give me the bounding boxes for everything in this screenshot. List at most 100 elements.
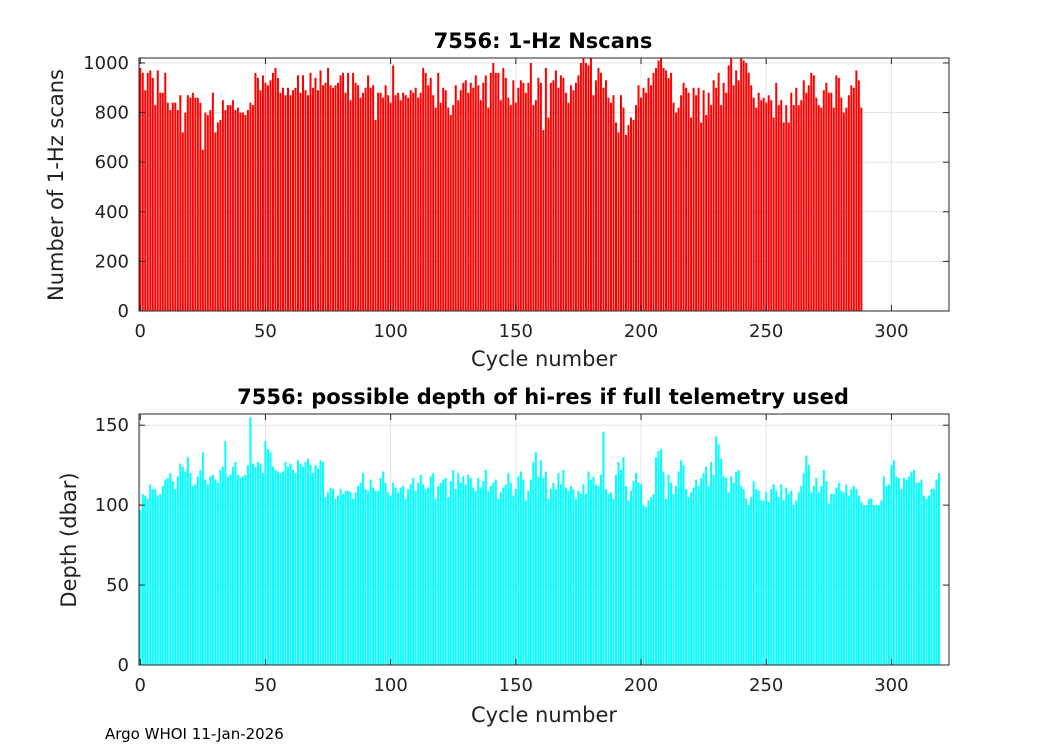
depth-bar <box>452 469 455 665</box>
depth-bar <box>787 493 790 665</box>
depth-bar <box>467 474 470 665</box>
nscans-bar <box>324 82 327 311</box>
depth-x-tick-label: 150 <box>499 675 533 696</box>
nscans-bar <box>722 82 725 311</box>
nscans-bar <box>542 129 545 311</box>
depth-chart-title: 7556: possible depth of hi-res if full t… <box>237 385 849 409</box>
nscans-bar <box>409 90 412 311</box>
depth-bar <box>349 492 352 665</box>
depth-bar <box>459 482 462 665</box>
depth-bar <box>667 474 670 665</box>
nscans-bar <box>792 105 795 311</box>
depth-x-tick-label: 0 <box>135 675 146 696</box>
depth-bar <box>707 485 710 665</box>
depth-bar <box>209 476 212 665</box>
nscans-bar <box>677 107 680 311</box>
nscans-bar <box>820 107 823 311</box>
nscans-bar <box>727 65 730 311</box>
depth-bar <box>161 485 164 665</box>
nscans-bar <box>166 102 169 312</box>
nscans-bar <box>229 105 232 311</box>
nscans-bar <box>557 87 560 311</box>
depth-bar <box>599 474 602 665</box>
depth-bar <box>815 477 818 665</box>
depth-bar <box>397 492 400 665</box>
nscans-bar <box>206 115 209 311</box>
nscans-bar <box>189 97 192 311</box>
nscans-bar <box>477 85 480 311</box>
nscans-bar <box>437 72 440 311</box>
depth-bar <box>602 431 605 665</box>
nscans-bar <box>494 72 497 311</box>
nscans-bar <box>835 75 838 311</box>
depth-bar <box>584 493 587 665</box>
nscans-bar <box>352 72 355 311</box>
nscans-bar <box>457 100 460 311</box>
depth-bar <box>527 490 530 665</box>
nscans-x-tick-label: 150 <box>499 321 533 342</box>
nscans-bar <box>502 67 505 311</box>
depth-bar <box>892 460 895 665</box>
depth-bar <box>867 498 870 665</box>
nscans-bar <box>597 67 600 311</box>
depth-bar <box>820 485 823 665</box>
depth-bar <box>384 482 387 665</box>
depth-bar <box>144 495 147 665</box>
depth-bar <box>622 457 625 665</box>
nscans-bar <box>682 82 685 311</box>
nscans-bar <box>574 82 577 311</box>
depth-bar <box>880 500 883 665</box>
nscans-bar <box>289 95 292 312</box>
depth-bar <box>655 457 658 665</box>
nscans-bar <box>244 115 247 311</box>
nscans-bar <box>141 72 144 311</box>
depth-bar <box>284 461 287 665</box>
nscans-bar <box>479 100 482 311</box>
nscans-bar <box>144 90 147 311</box>
nscans-bar <box>725 92 728 311</box>
depth-bar <box>239 477 242 665</box>
nscans-bar <box>667 77 670 311</box>
depth-bar <box>740 485 743 665</box>
nscans-bar <box>489 72 492 311</box>
nscans-bar <box>334 85 337 311</box>
depth-bar <box>339 489 342 665</box>
nscans-bar <box>319 70 322 312</box>
nscans-bar <box>231 100 234 311</box>
nscans-bar <box>840 97 843 311</box>
depth-y-tick-label: 0 <box>118 655 129 676</box>
depth-bar <box>246 465 249 665</box>
nscans-bar <box>379 92 382 311</box>
depth-bar <box>254 466 257 665</box>
depth-bar <box>865 505 868 665</box>
nscans-bar <box>234 110 237 311</box>
nscans-bar <box>680 95 683 312</box>
depth-bar <box>827 503 830 665</box>
depth-bar <box>742 489 745 665</box>
depth-bar <box>825 481 828 665</box>
nscans-bar <box>344 92 347 311</box>
depth-bar <box>487 490 490 665</box>
nscans-bar <box>507 97 510 311</box>
nscans-bar <box>692 87 695 311</box>
depth-bar <box>281 471 284 665</box>
depth-bar <box>211 474 214 665</box>
depth-bar <box>695 479 698 665</box>
depth-bar <box>191 485 194 665</box>
nscans-bar <box>782 122 785 312</box>
depth-bar <box>852 485 855 665</box>
depth-bar <box>286 466 289 665</box>
depth-bar <box>422 484 425 665</box>
nscans-bar <box>720 105 723 311</box>
nscans-bar <box>670 72 673 311</box>
nscans-bar <box>564 92 567 311</box>
depth-bar <box>324 497 327 665</box>
nscans-bar <box>685 87 688 311</box>
nscans-bar <box>712 80 715 311</box>
depth-bar <box>745 498 748 665</box>
nscans-bar <box>757 92 760 311</box>
depth-bar <box>845 484 848 665</box>
nscans-bar <box>407 97 410 311</box>
depth-bar <box>640 484 643 665</box>
